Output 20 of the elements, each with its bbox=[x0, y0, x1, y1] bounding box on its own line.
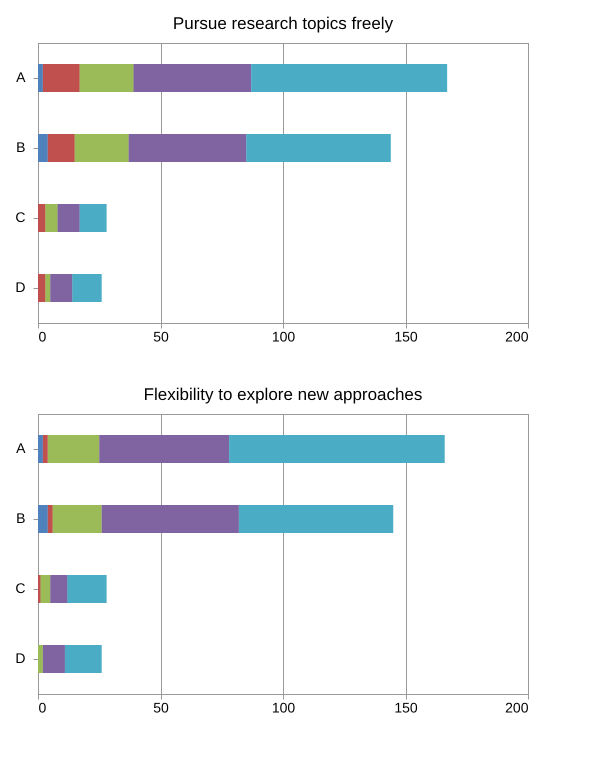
y-tick-label: B bbox=[16, 139, 26, 155]
y-tick-label: A bbox=[16, 69, 26, 85]
y-tick-label: D bbox=[15, 650, 26, 666]
y-tick-label: B bbox=[16, 510, 26, 526]
chart-title: Flexibility to explore new approaches bbox=[144, 385, 422, 404]
x-tick-label: 0 bbox=[38, 700, 46, 716]
x-tick-label: 100 bbox=[272, 328, 296, 344]
x-tick-label: 150 bbox=[394, 328, 418, 344]
x-tick-label: 150 bbox=[394, 700, 418, 716]
x-tick-label: 50 bbox=[153, 328, 169, 344]
x-tick-label: 200 bbox=[505, 328, 529, 344]
y-tick-label: C bbox=[15, 580, 26, 596]
x-tick-label: 50 bbox=[153, 700, 169, 716]
x-tick-label: 100 bbox=[272, 700, 296, 716]
y-tick-label: A bbox=[16, 440, 26, 456]
x-tick-label: 0 bbox=[38, 328, 46, 344]
chart-title: Pursue research topics freely bbox=[172, 14, 394, 33]
y-tick-label: C bbox=[15, 209, 26, 225]
x-tick-label: 200 bbox=[505, 700, 529, 716]
y-tick-label: D bbox=[15, 279, 26, 295]
